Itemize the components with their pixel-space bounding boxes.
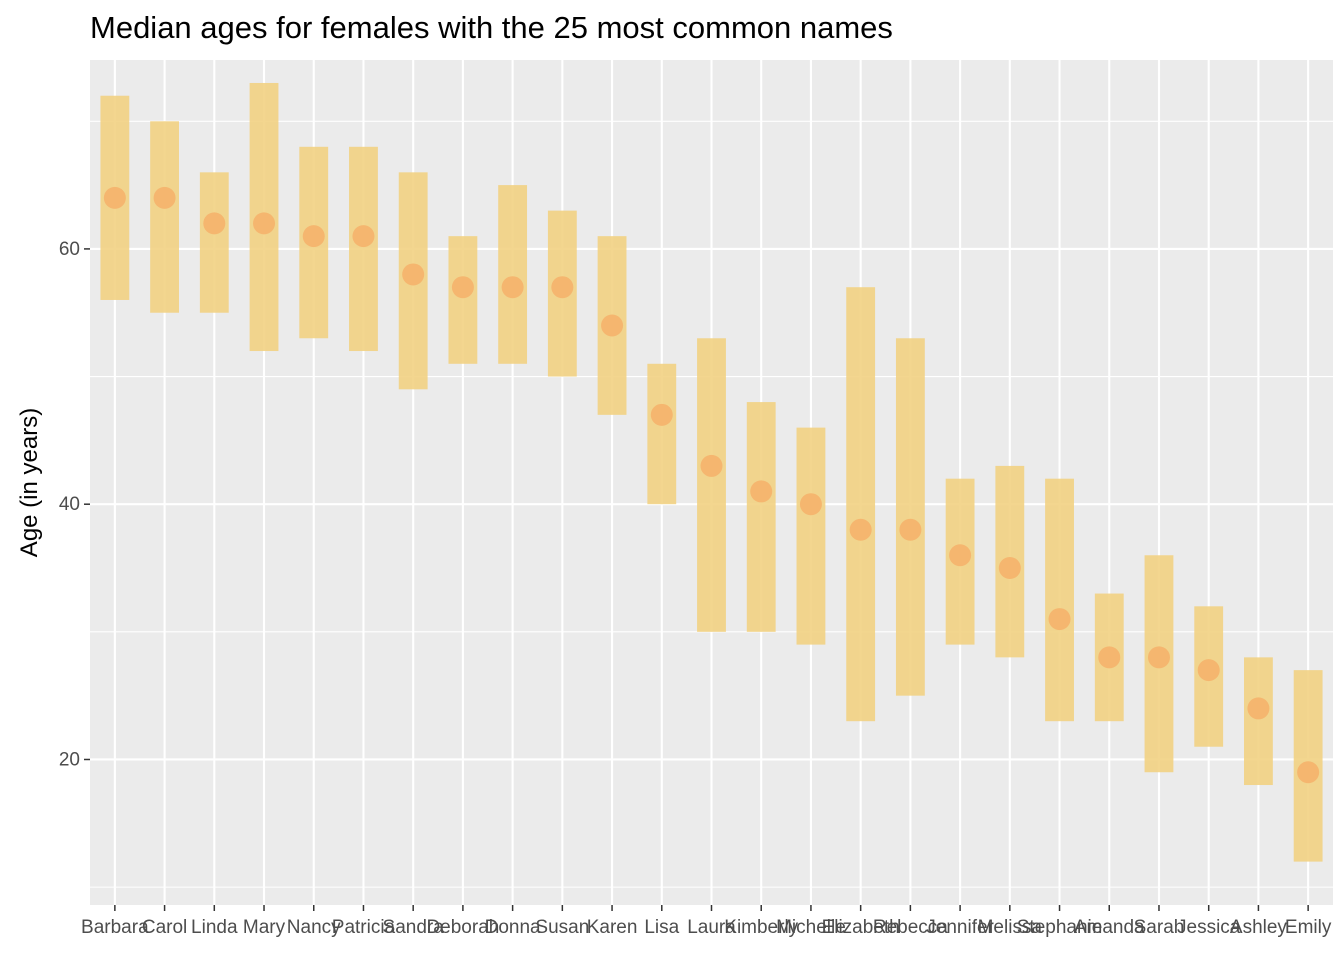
range-bar bbox=[647, 363, 677, 505]
median-point bbox=[899, 518, 922, 541]
x-tick-label: Melissa bbox=[978, 917, 1043, 938]
x-tick-label: Kimberly bbox=[724, 917, 798, 938]
x-tick-label: Laura bbox=[687, 917, 736, 938]
range-bar bbox=[746, 402, 776, 632]
x-tick-label: Sarah bbox=[1134, 917, 1185, 938]
median-point bbox=[451, 276, 474, 299]
median-point bbox=[799, 493, 822, 516]
range-bar bbox=[349, 146, 378, 352]
x-tick-label: Nancy bbox=[287, 917, 341, 938]
y-axis: 20 40 60 bbox=[59, 239, 90, 770]
median-point bbox=[849, 518, 872, 541]
y-axis-title: Age (in years) bbox=[16, 408, 43, 557]
x-tick-label: Sandra bbox=[383, 917, 445, 938]
median-point bbox=[750, 480, 773, 503]
median-point bbox=[949, 544, 972, 567]
chart-title: Median ages for females with the 25 most… bbox=[90, 10, 893, 45]
x-tick-label: Barbara bbox=[81, 917, 149, 938]
y-tick-label: 60 bbox=[59, 239, 80, 260]
median-points bbox=[103, 186, 1320, 784]
x-tick-label: Deborah bbox=[426, 917, 499, 938]
x-tick-label: Michelle bbox=[776, 917, 846, 938]
range-bar bbox=[150, 121, 179, 313]
median-point bbox=[601, 314, 624, 337]
x-tick-label: Elizabeth bbox=[822, 917, 900, 938]
x-tick-label: Jennifer bbox=[926, 917, 994, 938]
x-tick-label: Donna bbox=[485, 917, 541, 938]
x-tick-label: Susan bbox=[535, 917, 589, 938]
range-bar bbox=[199, 172, 229, 313]
range-bar bbox=[1244, 657, 1273, 786]
x-tick-label: Rebecca bbox=[873, 917, 948, 938]
range-bar bbox=[846, 287, 876, 722]
range-bar bbox=[1045, 478, 1074, 722]
median-point bbox=[1197, 659, 1220, 682]
x-tick-label: Patricia bbox=[332, 917, 396, 938]
x-tick-label: Linda bbox=[191, 917, 238, 938]
range-bar bbox=[498, 185, 528, 364]
median-point bbox=[1147, 646, 1170, 669]
x-tick-label: Stephanie bbox=[1017, 917, 1103, 938]
median-point bbox=[501, 276, 524, 299]
range-bar bbox=[697, 338, 726, 632]
y-tick-label: 20 bbox=[59, 749, 80, 770]
median-point bbox=[253, 212, 276, 235]
median-point bbox=[998, 557, 1021, 580]
median-point bbox=[352, 225, 375, 248]
median-point bbox=[402, 263, 425, 286]
x-tick-label: Ashley bbox=[1230, 917, 1288, 938]
x-tick-label: Mary bbox=[243, 917, 286, 938]
median-point bbox=[1098, 646, 1121, 669]
median-point bbox=[551, 276, 574, 299]
median-point bbox=[650, 403, 673, 426]
range-bar bbox=[895, 338, 925, 696]
x-tick-label: Emily bbox=[1285, 917, 1332, 938]
median-point bbox=[1297, 761, 1320, 784]
x-tick-label: Jessica bbox=[1177, 917, 1241, 938]
median-point bbox=[1247, 697, 1270, 720]
range-bar bbox=[448, 236, 478, 364]
median-point bbox=[203, 212, 226, 235]
x-tick-label: Lisa bbox=[644, 917, 679, 938]
y-tick-label: 40 bbox=[59, 494, 80, 515]
median-point bbox=[700, 454, 723, 477]
x-tick-label: Amanda bbox=[1074, 917, 1145, 938]
range-bar bbox=[796, 427, 826, 645]
median-point bbox=[302, 225, 325, 248]
x-tick-label: Carol bbox=[142, 917, 187, 938]
age-range-bars bbox=[100, 82, 1323, 862]
median-point bbox=[1048, 608, 1071, 631]
median-point bbox=[103, 186, 126, 209]
median-point bbox=[153, 186, 176, 209]
x-tick-label: Karen bbox=[587, 917, 638, 938]
